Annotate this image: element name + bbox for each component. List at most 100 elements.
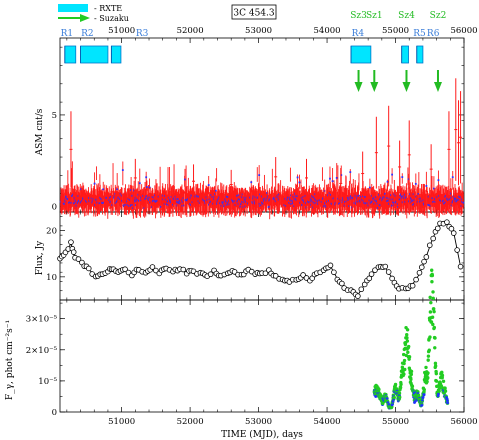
asm-point <box>398 198 401 201</box>
asm-point <box>451 201 454 204</box>
gamma-point-green <box>430 315 435 319</box>
flux-point <box>385 269 392 275</box>
flux-point <box>358 286 365 293</box>
gamma-point-blue <box>421 395 425 399</box>
gamma-point-green <box>402 358 407 363</box>
gamma-panel <box>372 268 450 410</box>
flux-point <box>423 254 430 260</box>
gamma-point-green <box>398 385 403 390</box>
suzaku-label: Sz3 <box>350 11 367 21</box>
flux-point <box>366 275 373 282</box>
asm-point <box>433 187 435 190</box>
asm-point <box>393 201 395 204</box>
gamma-point-green <box>432 325 437 330</box>
rxte-interval-label: R5 <box>413 29 426 39</box>
gamma-point-green <box>443 389 448 393</box>
gamma-point-blue <box>436 392 440 396</box>
x-tick-label-top: 53000 <box>245 26 272 36</box>
flux-point <box>421 258 427 265</box>
asm-point <box>391 173 394 176</box>
x-tick-label-top: 56000 <box>450 26 477 36</box>
asm-point <box>131 194 134 197</box>
asm-point <box>289 198 291 201</box>
x-tick-label-bottom: 51000 <box>108 417 135 427</box>
gamma-point-green <box>431 307 436 311</box>
asm-point <box>437 179 440 182</box>
gamma-point-green <box>433 361 438 366</box>
gamma-point-green <box>430 268 434 272</box>
asm-y-tick-label: 0 <box>52 203 57 213</box>
gamma-point-green <box>392 395 396 400</box>
flux-y-tick-label: 20 <box>46 227 57 237</box>
asm-point <box>414 182 417 185</box>
flux-point <box>180 266 187 273</box>
asm-point <box>386 180 389 183</box>
asm-point <box>144 197 147 200</box>
rxte-interval-block <box>350 45 372 64</box>
flux-line <box>59 221 462 296</box>
gamma-point-green <box>406 344 411 349</box>
flux-point <box>75 256 82 262</box>
rxte-interval-block <box>401 45 409 64</box>
gamma-point-green <box>398 395 402 399</box>
gamma-point-green <box>402 372 406 376</box>
asm-point <box>121 169 124 171</box>
asm-point <box>266 192 268 194</box>
asm-point <box>165 203 168 206</box>
x-tick-label-bottom: 53000 <box>245 417 272 427</box>
gamma-point-green <box>443 386 447 390</box>
gamma-point-green <box>405 336 409 340</box>
gamma-point-green <box>430 273 435 278</box>
asm-point <box>386 197 389 199</box>
gamma-point-green <box>426 371 430 375</box>
gamma-point-green <box>426 354 431 358</box>
x-tick-label-top: 55000 <box>382 26 409 36</box>
asm-point <box>340 174 343 176</box>
asm-point <box>250 181 253 184</box>
asm-point <box>401 176 404 178</box>
asm-point <box>375 196 377 199</box>
gamma-point-green <box>429 320 434 324</box>
asm-point <box>349 171 352 174</box>
gamma-point-green <box>409 369 414 374</box>
asm-point <box>145 176 148 179</box>
asm-point <box>172 197 175 200</box>
gamma-point-green <box>434 379 439 383</box>
legend: - RXTE - Suzaku <box>58 4 129 23</box>
flux-point <box>262 270 269 277</box>
source-label-box <box>231 4 277 20</box>
asm-point <box>148 186 151 189</box>
flux-point <box>149 264 156 270</box>
gamma-point-green <box>377 387 381 392</box>
rxte-interval-label: R3 <box>136 29 149 39</box>
asm-point <box>335 176 338 179</box>
legend-rxte-label: - RXTE <box>94 4 122 13</box>
rxte-interval-block <box>64 45 77 64</box>
asm-point <box>298 181 301 184</box>
asm-point <box>95 198 97 201</box>
rxte-interval-label: R1 <box>61 29 74 39</box>
flux-point <box>339 280 345 287</box>
flux-point <box>368 271 375 277</box>
flux-point <box>416 269 423 276</box>
asm-point <box>148 196 151 199</box>
gamma-y-tick-label: 3×10⁻⁵ <box>26 315 58 325</box>
gamma-point-blue <box>420 403 424 407</box>
flux-point <box>382 263 389 270</box>
rxte-interval-block <box>416 45 424 64</box>
asm-point <box>159 205 162 208</box>
suzaku-label: Sz4 <box>398 11 415 21</box>
rxte-interval-label: R6 <box>427 29 440 39</box>
gamma-panel-frame <box>59 299 465 413</box>
x-tick-label-bottom: 52000 <box>177 417 204 427</box>
asm-point <box>93 182 96 185</box>
flux-point <box>272 273 279 279</box>
x-tick-label-top: 51000 <box>108 26 135 36</box>
suzaku-arrow-head <box>433 82 442 92</box>
flux-point <box>327 262 334 269</box>
asm-point <box>184 178 186 181</box>
flux-point <box>372 267 378 273</box>
flux-point <box>426 242 433 249</box>
gamma-point-green <box>405 328 410 332</box>
gamma-point-green <box>441 379 446 383</box>
